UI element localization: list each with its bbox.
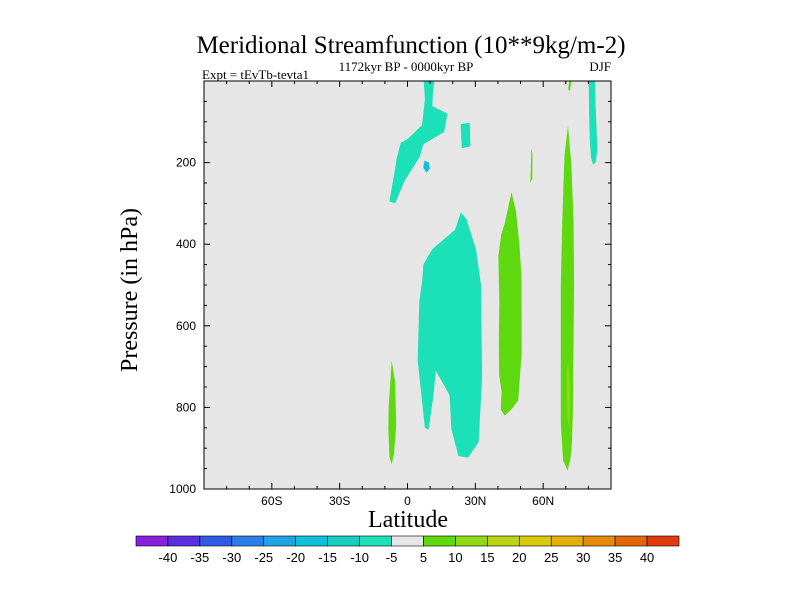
colorbar-box — [295, 535, 328, 547]
y-axis-label: Pressure (in hPa) — [117, 208, 143, 372]
colorbar-label: 35 — [608, 550, 622, 565]
colorbar-label: 20 — [512, 550, 526, 565]
colorbar-label: -30 — [222, 550, 241, 565]
contour-regions — [388, 81, 598, 471]
x-tick-label: 60S — [261, 494, 282, 508]
time-range-label: 1172kyr BP - 0000kyr BP — [339, 59, 474, 74]
colorbar-label: -5 — [386, 550, 398, 565]
x-tick-label: 30S — [329, 494, 350, 508]
chart-title: Meridional Streamfunction (10**9kg/m-2) — [196, 32, 625, 59]
axis-ticks: 60S 30S 0 30N 60N 200 400 600 800 1000 — [169, 81, 612, 508]
colorbar-label: -40 — [159, 550, 178, 565]
contour-region-upper-tropical-negative — [389, 81, 448, 204]
y-tick-label: 200 — [176, 156, 196, 170]
x-tick-label: 60N — [532, 494, 554, 508]
colorbar-box — [646, 535, 680, 547]
colorbar-box — [423, 535, 456, 547]
colorbar-box — [231, 535, 265, 547]
x-axis-label: Latitude — [368, 507, 448, 533]
contour-region-high-latitude-positive-core — [566, 360, 571, 426]
y-tick-label: 800 — [176, 400, 196, 414]
colorbar-box — [263, 535, 297, 547]
y-tick-label: 1000 — [169, 482, 196, 496]
colorbar-box — [199, 535, 233, 547]
colorbar-box — [550, 535, 584, 547]
contour-region-upper-small-patch — [460, 122, 471, 149]
contour-region-lower-tropical-negative — [417, 212, 483, 458]
colorbar-label: 5 — [420, 550, 427, 565]
x-tick-label: 0 — [404, 494, 411, 508]
colorbar-label: 40 — [640, 550, 654, 565]
contour-region-midlatitude-upper-sliver — [530, 148, 533, 183]
colorbar-label: -15 — [318, 550, 337, 565]
experiment-label: Expt = tEvTb-tevta1 — [202, 67, 309, 82]
season-label: DJF — [589, 59, 611, 74]
colorbar-label: -20 — [286, 550, 305, 565]
contour-region-upper-tropical-core — [423, 160, 430, 173]
colorbar-label: 30 — [576, 550, 590, 565]
contour-region-high-latitude-upper-negative — [588, 81, 598, 165]
contour-region-lower-tropical-positive — [388, 360, 397, 465]
y-tick-label: 400 — [176, 237, 196, 251]
x-tick-label: 30N — [464, 494, 486, 508]
y-tick-label: 600 — [176, 319, 196, 333]
colorbar-box — [135, 535, 169, 547]
colorbar-box — [391, 535, 424, 547]
contour-region-high-latitude-upper-sliver — [568, 81, 572, 92]
colorbar-label: 10 — [448, 550, 462, 565]
colorbar-box — [582, 535, 616, 547]
colorbar-box — [614, 535, 648, 547]
colorbar-box — [327, 535, 360, 547]
colorbar-box — [518, 535, 552, 547]
contour-region-high-latitude-positive — [560, 125, 575, 471]
colorbar: -40 -35 -30 -25 -20 -15 -10 -5 5 10 15 20 25 30 35 40 — [135, 535, 680, 565]
colorbar-label: 15 — [480, 550, 494, 565]
colorbar-label: 25 — [544, 550, 558, 565]
colorbar-box — [167, 535, 201, 547]
colorbar-box — [359, 535, 392, 547]
colorbar-label: -25 — [254, 550, 273, 565]
colorbar-label: -35 — [190, 550, 209, 565]
colorbar-box — [487, 535, 520, 547]
contour-region-midlatitude-positive — [498, 192, 522, 416]
colorbar-box — [455, 535, 488, 547]
plot-area: 60S 30S 0 30N 60N 200 400 600 800 1000 — [169, 80, 612, 508]
colorbar-label: -10 — [350, 550, 369, 565]
